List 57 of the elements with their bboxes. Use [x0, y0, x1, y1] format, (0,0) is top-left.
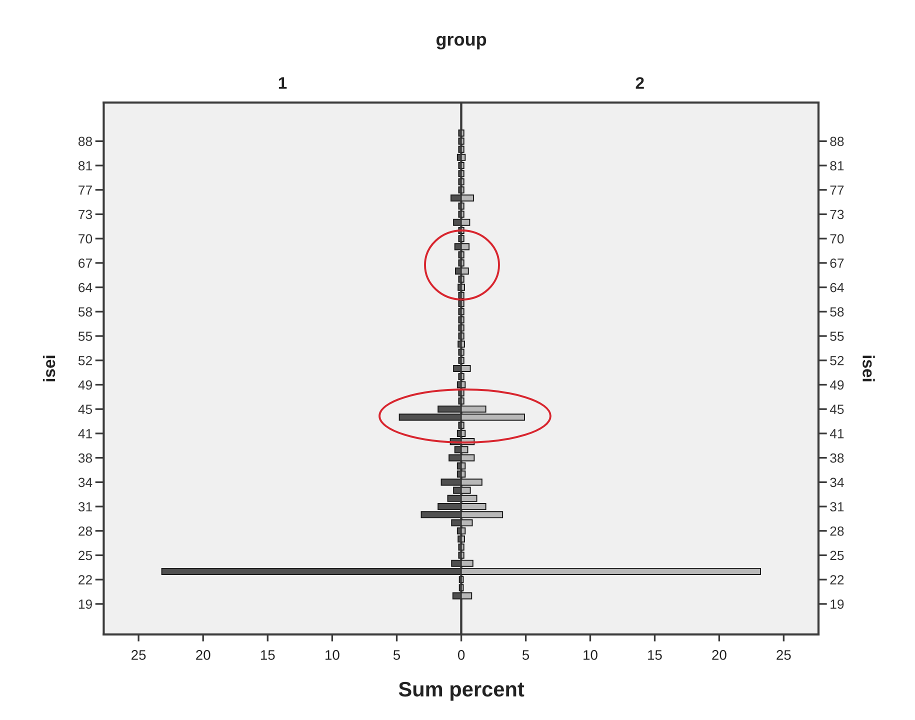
y-tick-label: 70	[830, 234, 844, 244]
x-tick-label: 0	[458, 650, 465, 660]
y-tick-label: 45	[78, 404, 92, 414]
x-tick-label: 25	[132, 650, 146, 660]
x-tick-label: 15	[260, 650, 275, 660]
y-axis-title: isei	[42, 356, 56, 382]
y-tick-label: 77	[78, 186, 92, 195]
y-tick-label: 58	[830, 307, 844, 317]
y-tick-label: 77	[830, 186, 844, 195]
y-tick-label: 73	[78, 210, 92, 220]
y-tick-label: 41	[78, 429, 92, 438]
y-tick-label: 34	[830, 478, 844, 488]
x-tick-label: 20	[196, 650, 210, 660]
y-tick-label: 58	[78, 307, 92, 317]
y-axis-title: isei	[862, 356, 875, 382]
y-tick-label: 88	[830, 136, 844, 146]
y-tick-label: 67	[830, 258, 844, 268]
x-tick-label: 10	[326, 650, 340, 660]
chart-subtitle: 1	[278, 77, 287, 89]
y-tick-label: 67	[78, 258, 92, 268]
x-tick-label: 5	[522, 650, 530, 660]
y-tick-label: 52	[78, 356, 92, 366]
y-tick-label: 45	[830, 404, 844, 414]
x-tick-label: 5	[393, 650, 400, 660]
chart-title: group	[436, 36, 486, 50]
y-tick-label: 28	[830, 526, 844, 536]
y-tick-label: 19	[78, 600, 92, 609]
y-tick-label: 19	[830, 600, 844, 609]
y-tick-label: 38	[78, 453, 92, 463]
y-tick-label: 25	[830, 550, 844, 560]
y-tick-label: 88	[78, 136, 92, 146]
y-tick-label: 55	[78, 332, 92, 341]
y-tick-label: 52	[830, 356, 844, 366]
y-tick-label: 38	[830, 453, 844, 463]
x-tick-label: 20	[712, 650, 726, 660]
y-tick-label: 64	[830, 282, 844, 292]
y-tick-label: 81	[830, 161, 844, 170]
y-tick-label: 41	[830, 429, 844, 438]
chart-subtitle: 2	[636, 77, 644, 89]
x-tick-label: 10	[584, 650, 598, 660]
y-tick-label: 22	[830, 575, 844, 584]
y-tick-label: 73	[830, 210, 844, 220]
y-tick-label: 31	[78, 502, 92, 512]
y-tick-label: 49	[830, 380, 844, 390]
y-tick-label: 81	[78, 161, 92, 170]
y-tick-label: 28	[78, 526, 92, 536]
x-axis-title: Sum percent	[398, 682, 524, 701]
y-tick-label: 64	[78, 282, 92, 292]
y-tick-label: 55	[830, 332, 844, 341]
x-tick-label: 15	[648, 650, 662, 660]
y-tick-label: 70	[78, 234, 92, 244]
x-tick-label: 25	[776, 650, 791, 660]
y-tick-label: 31	[830, 502, 844, 512]
y-tick-label: 25	[78, 550, 92, 560]
y-tick-label: 49	[78, 380, 92, 390]
y-tick-label: 34	[78, 478, 92, 488]
y-tick-label: 22	[78, 575, 92, 584]
